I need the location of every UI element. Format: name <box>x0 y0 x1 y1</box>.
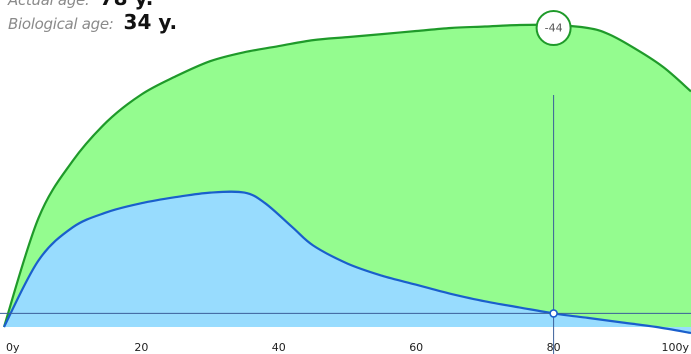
actual-age-value: 78 y. <box>100 0 154 10</box>
x-tick-label: 100y <box>661 341 689 354</box>
x-tick-label: 40 <box>272 341 286 354</box>
age-difference-badge: -44 <box>535 10 572 46</box>
aging-risk-line <box>3 190 691 335</box>
biological-age-row: Biological age: 34 y. <box>8 10 177 34</box>
x-tick-label: 60 <box>409 341 423 354</box>
age-difference-badge-text: -44 <box>545 22 563 35</box>
age-difference-badge-circle <box>535 10 572 46</box>
current-age-marker[interactable] <box>549 309 558 318</box>
x-tick-label: 20 <box>134 341 148 354</box>
x-tick-label: 0y <box>6 341 20 354</box>
x-axis-ticks: 0y 20 40 60 80 100y <box>6 341 689 354</box>
actual-age-row: Actual age: 78 y. <box>8 0 153 10</box>
x-tick-label: 80 <box>547 341 561 354</box>
actual-age-label: Actual age: <box>8 0 90 9</box>
biological-age-value: 34 y. <box>123 10 178 34</box>
biological-age-label: Biological age: <box>8 15 114 33</box>
biological-potential-line <box>2 23 691 328</box>
aging-risk-area <box>4 191 691 333</box>
